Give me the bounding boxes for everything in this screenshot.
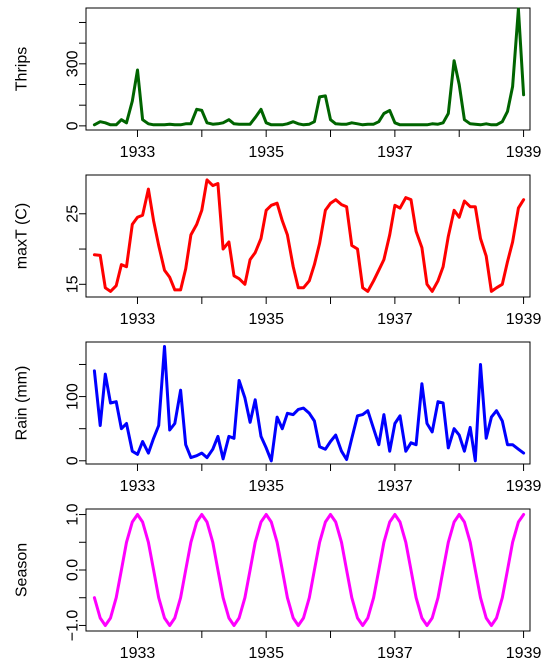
y-tick-label: 0.0 bbox=[65, 559, 82, 581]
x-tick-label: 1933 bbox=[120, 311, 156, 328]
y-tick-label: 15 bbox=[65, 275, 82, 293]
plot-frame bbox=[85, 7, 531, 131]
x-tick-label: 1933 bbox=[120, 144, 156, 161]
y-axis-label: maxT (C) bbox=[14, 203, 31, 269]
y-tick-label: 1.0 bbox=[65, 503, 82, 525]
panel-2: 1933 1935 1937 1939 15 25 maxT (C) bbox=[14, 174, 542, 328]
y-axis-label: Season bbox=[14, 543, 31, 597]
y-tick-label: −1.0 bbox=[65, 610, 82, 642]
plot-frame bbox=[85, 174, 531, 298]
y-tick-label: 300 bbox=[65, 50, 82, 77]
series-line bbox=[92, 7, 526, 127]
series-line bbox=[92, 513, 526, 627]
y-tick-label: 25 bbox=[65, 205, 82, 223]
x-tick-label: 1937 bbox=[377, 144, 413, 161]
x-tick-label: 1935 bbox=[248, 645, 284, 662]
x-tick-label: 1933 bbox=[120, 645, 156, 662]
x-tick-label: 1935 bbox=[248, 144, 284, 161]
x-tick-label: 1939 bbox=[506, 478, 542, 495]
y-axis-label: Thrips bbox=[14, 47, 31, 91]
panel-1: 1933 1935 1937 1939 0 300 Thrips bbox=[14, 7, 542, 161]
y-tick-label: 0 bbox=[65, 121, 82, 130]
y-axis-label: Rain (mm) bbox=[14, 366, 31, 441]
x-tick-label: 1935 bbox=[248, 311, 284, 328]
y-tick-label: 0 bbox=[65, 456, 82, 465]
plot-frame bbox=[85, 341, 531, 465]
x-tick-label: 1937 bbox=[377, 311, 413, 328]
x-tick-label: 1937 bbox=[377, 645, 413, 662]
x-tick-label: 1935 bbox=[248, 478, 284, 495]
y-tick-label: 100 bbox=[65, 383, 82, 410]
series-line bbox=[92, 178, 526, 293]
x-tick-label: 1933 bbox=[120, 478, 156, 495]
panel-4: 1933 1935 1937 1939 −1.0 0.0 1.0 Season bbox=[14, 503, 542, 662]
x-tick-label: 1939 bbox=[506, 645, 542, 662]
x-tick-label: 1939 bbox=[506, 311, 542, 328]
x-tick-label: 1937 bbox=[377, 478, 413, 495]
panel-3: 1933 1935 1937 1939 0 100 Rain (mm) bbox=[14, 341, 542, 495]
x-tick-label: 1939 bbox=[506, 144, 542, 161]
series-line bbox=[92, 345, 526, 463]
